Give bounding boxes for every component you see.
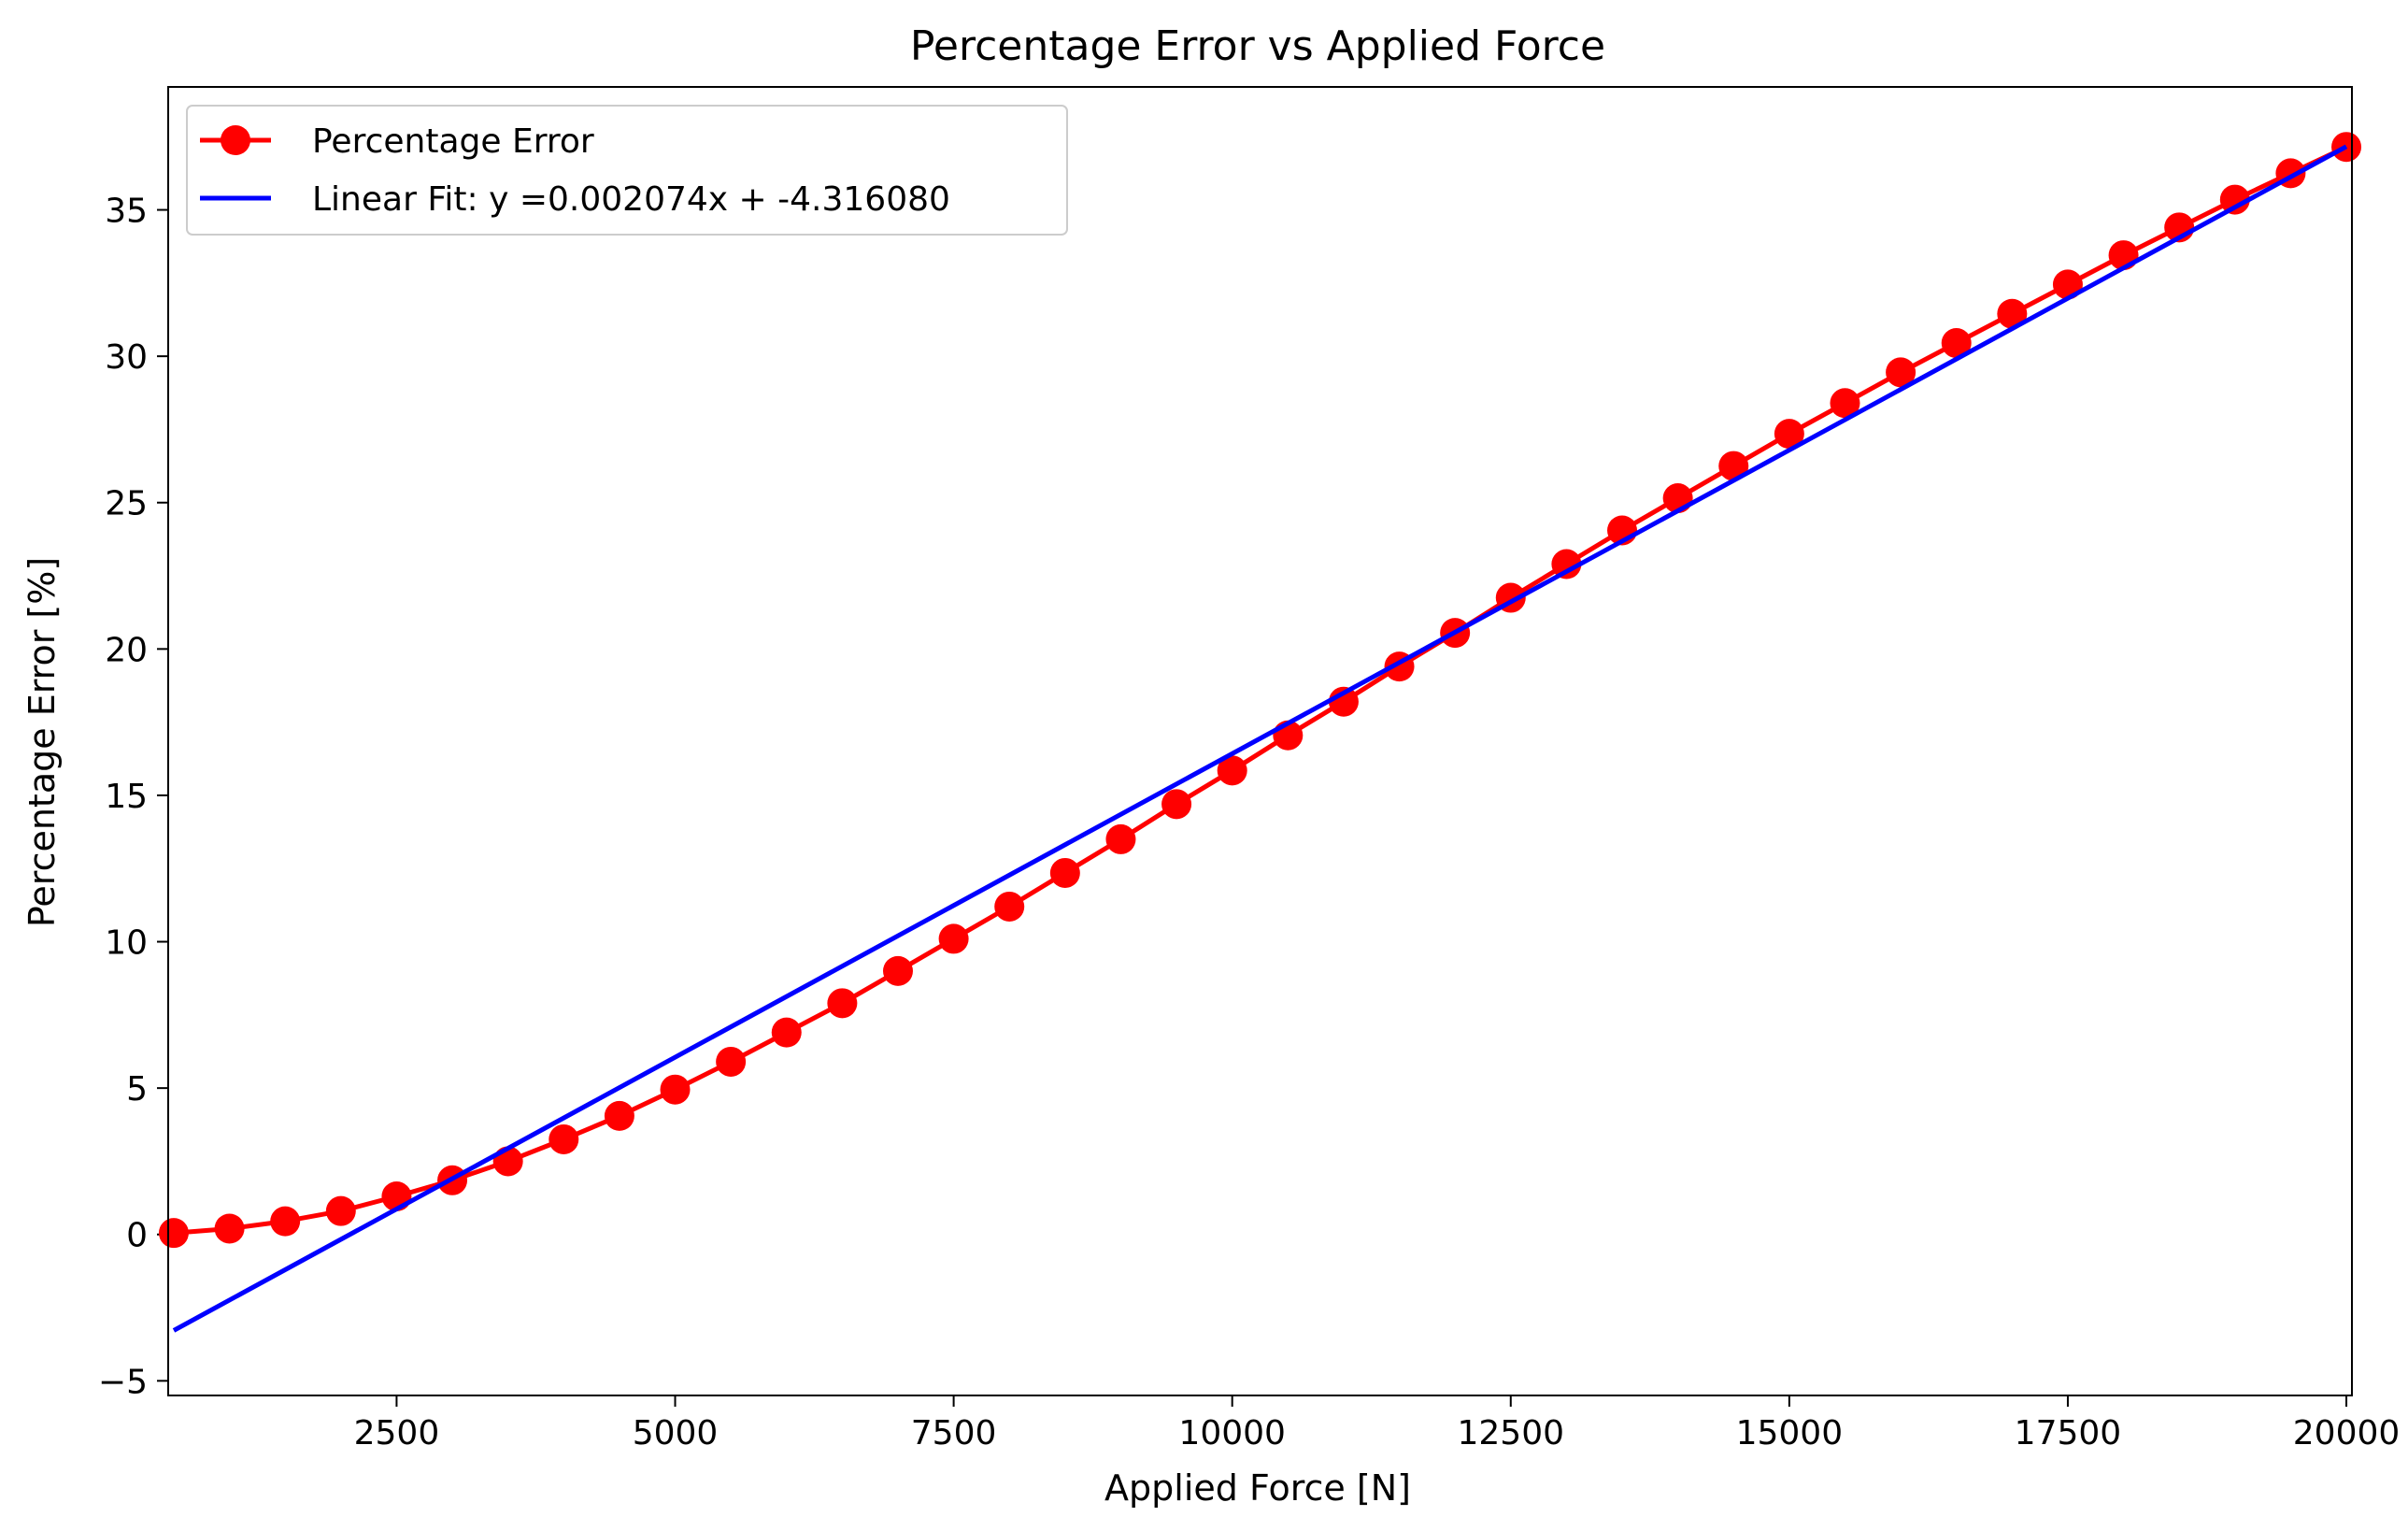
legend: Percentage Error Linear Fit: y =0.002074x… bbox=[186, 105, 1068, 236]
percentage-error-point bbox=[1217, 755, 1247, 786]
x-tick-label: 15000 bbox=[1736, 1414, 1844, 1452]
percentage-error-point bbox=[1718, 451, 1749, 481]
y-tick-label: 20 bbox=[105, 631, 148, 669]
percentage-error-point bbox=[1551, 549, 1582, 579]
y-axis-label: Percentage Error [%] bbox=[21, 557, 63, 927]
percentage-error-point bbox=[1997, 298, 2028, 329]
y-tick-label: 5 bbox=[126, 1070, 148, 1109]
linear-fit-line bbox=[172, 144, 2348, 1333]
percentage-error-point bbox=[549, 1123, 579, 1154]
percentage-error-point bbox=[1774, 419, 1804, 450]
percentage-error-point bbox=[2219, 184, 2250, 215]
chart-title: Percentage Error vs Applied Force bbox=[910, 22, 1605, 70]
y-tick-label: 0 bbox=[126, 1217, 148, 1255]
percentage-error-point bbox=[1161, 789, 1192, 820]
y-tick-label: 35 bbox=[105, 193, 148, 231]
y-tick-label: −5 bbox=[98, 1363, 148, 1401]
x-tick-label: 7500 bbox=[911, 1414, 997, 1452]
percentage-error-point bbox=[938, 923, 969, 954]
legend-marker-percentage-error bbox=[221, 125, 250, 155]
percentage-error-point bbox=[325, 1195, 356, 1226]
percentage-error-point bbox=[1105, 823, 1136, 854]
percentage-error-line bbox=[173, 144, 2348, 1236]
x-tick-label: 5000 bbox=[633, 1414, 719, 1452]
percentage-error-point bbox=[270, 1206, 301, 1237]
percentage-error-point bbox=[771, 1017, 802, 1048]
plot-area: 2500 5000 7500 10000 12500 15000 17500 20000 −5 0… bbox=[98, 86, 2401, 1452]
percentage-error-point bbox=[1830, 388, 1860, 419]
y-tick-label: 10 bbox=[105, 924, 148, 963]
percentage-error-point bbox=[604, 1100, 634, 1131]
legend-box bbox=[186, 105, 1068, 236]
percentage-error-point bbox=[994, 891, 1025, 922]
axes-frame bbox=[167, 86, 2353, 1396]
percentage-error-point bbox=[716, 1046, 747, 1077]
percentage-error-point bbox=[1941, 328, 1972, 359]
percentage-error-point bbox=[214, 1213, 245, 1244]
percentage-error-point bbox=[660, 1074, 691, 1105]
percentage-error-point bbox=[827, 988, 858, 1019]
x-tick-label: 2500 bbox=[354, 1414, 440, 1452]
percentage-error-point bbox=[158, 1218, 189, 1249]
x-tick-label: 10000 bbox=[1178, 1414, 1286, 1452]
x-axis-label: Applied Force [N] bbox=[1104, 1467, 1411, 1509]
y-tick-label: 15 bbox=[105, 778, 148, 816]
x-tick-label: 12500 bbox=[1458, 1414, 1565, 1452]
x-tick-label: 20000 bbox=[2293, 1414, 2401, 1452]
percentage-error-point bbox=[882, 955, 913, 986]
legend-label-percentage-error: Percentage Error bbox=[312, 122, 594, 161]
percentage-error-point bbox=[1049, 857, 1080, 888]
y-tick-label: 25 bbox=[105, 485, 148, 523]
percentage-error-point bbox=[1328, 686, 1359, 717]
x-tick-label: 17500 bbox=[2015, 1414, 2122, 1452]
percentage-error-point bbox=[1886, 357, 1916, 388]
legend-label-linear-fit: Linear Fit: y =0.002074x + -4.316080 bbox=[312, 180, 950, 219]
y-tick-label: 30 bbox=[105, 338, 148, 377]
